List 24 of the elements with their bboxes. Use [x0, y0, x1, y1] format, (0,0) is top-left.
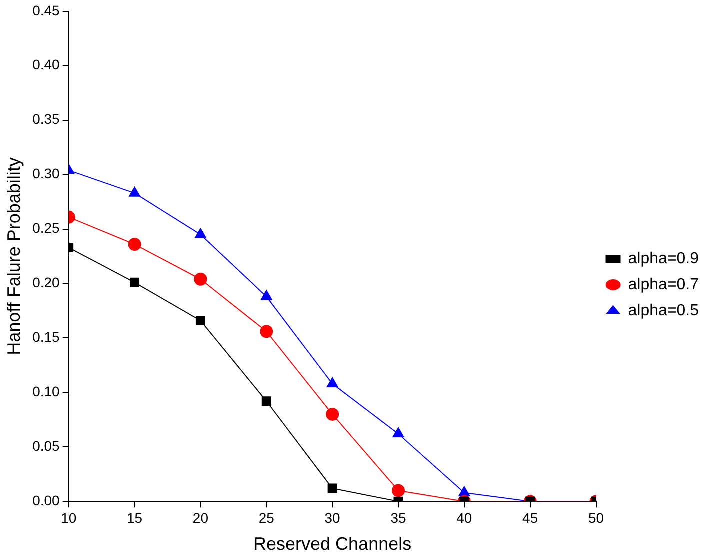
x-tick-label: 25	[258, 510, 275, 526]
x-tick-label: 45	[522, 510, 538, 526]
x-tick-label: 40	[456, 510, 472, 526]
y-tick-label: 0.15	[32, 329, 60, 346]
y-tick-label: 0.00	[32, 492, 60, 508]
y-tick-label: 0.05	[32, 438, 60, 454]
x-axis-title: Reserved Channels	[254, 534, 412, 554]
y-tick-label: 0.45	[32, 2, 60, 18]
x-tick-label: 20	[192, 510, 209, 526]
legend-label: alpha=0.7	[628, 276, 700, 294]
y-tick-label: 0.20	[32, 274, 60, 291]
y-axis-title: Hanoff Falure Probability	[4, 158, 24, 356]
y-tick-label: 0.30	[32, 166, 60, 182]
x-tick-label: 15	[126, 510, 143, 526]
legend-label: alpha=0.9	[628, 250, 700, 268]
y-tick-label: 0.25	[32, 220, 60, 236]
y-tick-label: 0.40	[32, 56, 60, 73]
x-tick-label: 10	[61, 510, 77, 526]
y-tick-label: 0.10	[32, 384, 60, 400]
x-tick-label: 30	[324, 510, 341, 526]
x-tick-label: 35	[390, 510, 406, 526]
legend-label: alpha=0.5	[628, 302, 700, 320]
y-tick-label: 0.35	[32, 111, 60, 128]
x-tick-label: 50	[588, 510, 604, 526]
